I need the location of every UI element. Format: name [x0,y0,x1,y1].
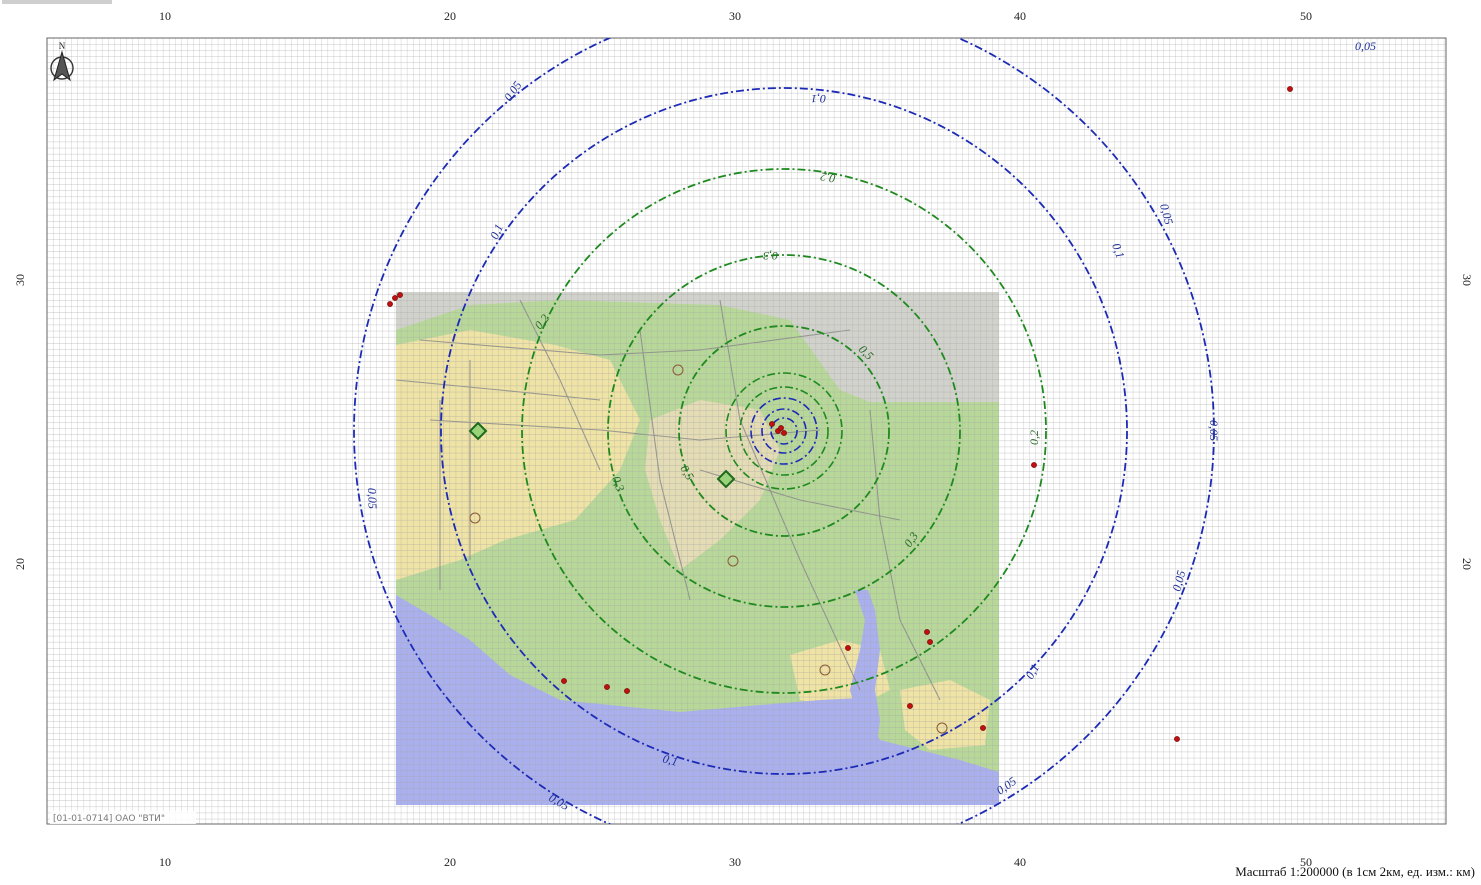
x-tick-label-bottom: 50 [1300,855,1312,869]
x-tick-label-top: 10 [159,9,171,23]
credit-box: [01-01-0714] ОАО "ВТИ" [50,811,196,824]
coordinate-grid [47,38,1446,824]
isoline-label: 0,2 [819,169,836,185]
x-tick-label-bottom: 10 [159,855,171,869]
receptor-point [936,722,948,734]
isoline-label: 0,1 [811,92,826,106]
receptor-point [819,664,831,676]
source-marker [561,678,567,684]
source-marker [927,639,933,645]
x-tick-label-top: 30 [729,9,741,23]
receptor-point [469,512,481,524]
x-tick-label-top: 40 [1014,9,1026,23]
x-tick-label-top: 20 [444,9,456,23]
isoline-label: 0,3 [609,474,627,493]
isoline-inner-3 [750,397,818,465]
isoline-label: 0,05 [1157,202,1176,226]
source-marker [604,684,610,690]
isoline-label: 0,2 [1027,430,1041,445]
check-points [468,421,736,489]
y-tick-label-left: 20 [13,558,27,570]
isoline-label: 0,1 [1022,662,1042,682]
source-marker [1174,736,1180,742]
source-marker [1287,86,1293,92]
isoline-label: 0,05 [1169,569,1188,593]
y-tick-label-right: 30 [1460,274,1474,286]
isoline-0-1 [440,87,1128,775]
check-point-diamond [468,421,488,441]
isoline-label: 0,1 [1109,241,1127,260]
north-label: N [59,41,66,51]
isoline-label: 0,05 [1355,39,1376,53]
source-marker [778,425,784,431]
isoline-0-2 [521,168,1047,694]
y-tick-label-left: 30 [13,274,27,286]
source-marker [769,421,775,427]
receptor-points [469,364,948,734]
source-marker [845,645,851,651]
y-tick-label-right: 20 [1460,558,1474,570]
source-marker [1031,462,1037,468]
isoline-label: 0,3 [763,249,778,263]
axis-labels: 10 20 30 40 50 10 20 30 40 50 30 20 30 2… [13,9,1474,869]
x-tick-label-bottom: 30 [729,855,741,869]
isoline-label: 0,05 [365,488,380,509]
isoline-inner-5 [770,417,798,445]
map-frame-border [46,37,1447,825]
emission-sources [387,86,1293,742]
source-marker [907,703,913,709]
credit-text: [01-01-0714] ОАО "ВТИ" [53,814,165,824]
x-tick-label-bottom: 20 [444,855,456,869]
source-marker [624,688,630,694]
scale-text: Масштаб 1:200000 (в 1см 2км, ед. изм.: к… [1235,864,1475,879]
top-left-label-stub [2,0,112,4]
isoline-label: 0,1 [661,751,679,768]
isoline-0-3 [607,254,961,608]
source-marker [924,629,930,635]
x-tick-label-bottom: 40 [1014,855,1026,869]
isolines [353,38,1215,824]
isoline-label: 0,5 [677,463,697,483]
isoline-0-05 [353,38,1215,824]
north-arrow-icon: N [50,41,74,82]
source-marker [397,292,403,298]
receptor-point [727,555,739,567]
isoline-inner-2 [739,386,829,476]
receptor-point [672,364,684,376]
source-marker [781,430,787,436]
isoline-label: 0,1 [487,222,506,242]
x-tick-label-top: 50 [1300,9,1312,23]
source-marker [387,301,393,307]
check-point-diamond [716,469,736,489]
isoline-0-5 [678,325,890,537]
source-marker [980,725,986,731]
isoline-label: 0,05 [1207,420,1221,441]
isoline-inner-4 [761,408,807,454]
isoline-inner-1 [725,372,843,490]
source-marker [392,295,398,301]
